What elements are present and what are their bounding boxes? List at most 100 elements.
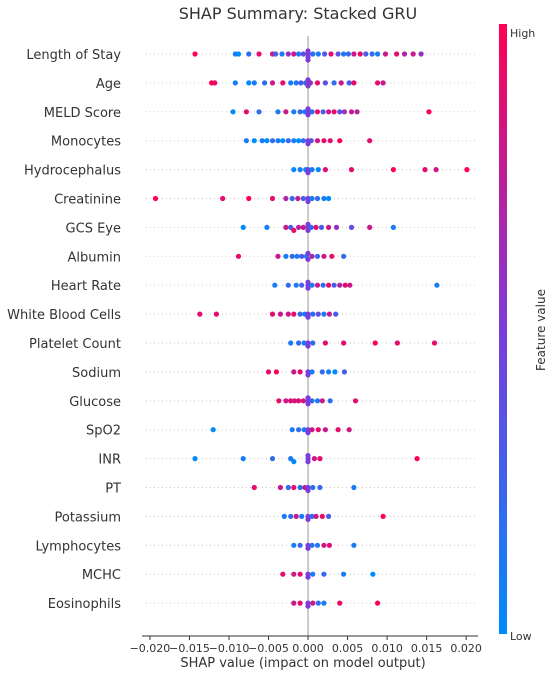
shap-point [276, 398, 282, 404]
shap-point [337, 282, 343, 288]
shap-point [326, 195, 332, 202]
shap-point [357, 51, 363, 57]
shap-point [301, 427, 307, 433]
shap-point [243, 138, 249, 144]
shap-point [269, 456, 276, 462]
shap-point [314, 138, 321, 144]
shap-point [269, 195, 276, 202]
shap-point [308, 224, 314, 230]
shap-point [299, 253, 305, 259]
shap-point [251, 80, 257, 86]
shap-point [296, 427, 302, 433]
feature-label: Sodium [72, 366, 121, 381]
colorbar-low-label: Low [510, 630, 532, 643]
x-tick-label: 0.000 [292, 642, 324, 655]
shap-point [240, 456, 246, 462]
shap-point [305, 250, 311, 256]
shap-point [310, 340, 316, 346]
shap-point [291, 311, 297, 317]
shap-point [289, 253, 295, 259]
x-axis-label: SHAP value (impact on model output) [180, 656, 425, 671]
shap-point [313, 513, 319, 520]
shap-points [152, 48, 470, 609]
shap-point [305, 401, 311, 407]
shap-point [297, 167, 303, 173]
shap-point [220, 195, 226, 202]
shap-point [230, 109, 236, 115]
x-tick-label: −0.020 [130, 642, 171, 655]
shap-point [351, 484, 357, 491]
shap-point [309, 109, 315, 115]
shap-point [363, 51, 369, 57]
shap-point [292, 398, 298, 404]
shap-point [309, 427, 315, 433]
shap-point [310, 571, 316, 577]
shap-point [305, 170, 311, 176]
shap-point [273, 51, 279, 57]
shap-point [297, 311, 303, 317]
shap-point [414, 456, 420, 462]
shap-point [326, 542, 332, 548]
shap-point [277, 311, 283, 317]
shap-point [326, 109, 332, 115]
chart-title: SHAP Summary: Stacked GRU [179, 4, 418, 23]
shap-point [283, 224, 289, 230]
shap-point [305, 459, 311, 465]
shap-point [300, 224, 306, 230]
shap-point [337, 600, 343, 606]
shap-point [293, 282, 299, 288]
shap-point [277, 484, 283, 491]
shap-point [314, 109, 321, 115]
shap-point [297, 484, 303, 491]
shap-point [341, 253, 347, 259]
shap-point [305, 603, 311, 609]
shap-point [319, 369, 325, 375]
feature-label: Albumin [67, 250, 121, 265]
shap-point [335, 427, 341, 433]
shap-point [269, 138, 276, 144]
shap-point [296, 224, 302, 230]
feature-label: MELD Score [44, 106, 121, 121]
shap-point [235, 253, 242, 259]
shap-point [322, 51, 328, 57]
shap-point [321, 195, 327, 202]
shap-point [321, 138, 327, 144]
shap-point [279, 51, 285, 57]
x-tick-label: −0.010 [209, 642, 250, 655]
shap-point [401, 51, 408, 57]
shap-point [319, 398, 325, 404]
shap-point [307, 80, 313, 86]
shap-point [310, 311, 316, 317]
shap-point [390, 224, 396, 230]
shap-point [351, 80, 357, 86]
shap-point [273, 369, 279, 375]
shap-point [351, 542, 357, 548]
shap-point [293, 80, 299, 86]
shap-point [305, 112, 311, 118]
shap-point [291, 542, 297, 548]
shap-point [300, 51, 306, 57]
shap-point [309, 369, 315, 375]
shap-point [351, 51, 357, 57]
shap-point [264, 138, 270, 144]
shap-point [317, 456, 323, 462]
shap-point [251, 484, 257, 491]
shap-point [348, 224, 355, 230]
shap-point [331, 80, 337, 86]
x-tick-label: −0.005 [248, 642, 289, 655]
shap-point [333, 224, 340, 230]
shap-point [309, 513, 315, 520]
shap-point [262, 80, 268, 86]
shap-point [315, 600, 321, 606]
shap-point [305, 343, 311, 349]
feature-label: Lymphocytes [35, 539, 121, 554]
shap-point [314, 195, 321, 202]
shap-point [309, 398, 315, 404]
shap-point [322, 80, 328, 86]
shap-point [213, 311, 219, 317]
shap-point [394, 51, 400, 57]
shap-point [422, 167, 428, 173]
shap-point [291, 167, 297, 173]
shap-point [246, 195, 252, 202]
